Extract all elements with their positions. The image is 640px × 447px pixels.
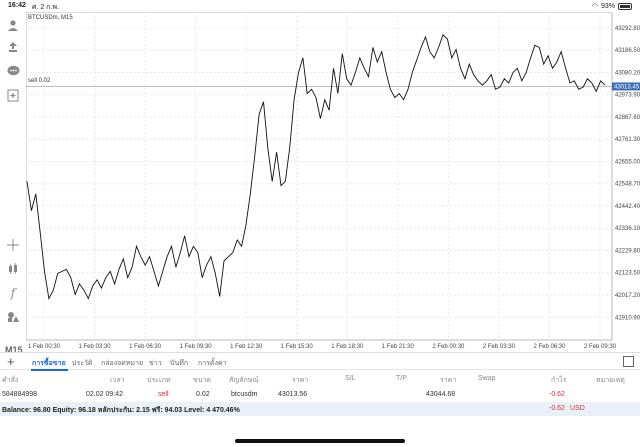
crosshair-icon[interactable] [6,238,20,252]
balance-summary: Balance: 96.80 Equity: 96.18 หลักประกัน:… [2,407,240,414]
y-tick-label: 42017.20 [615,293,640,299]
timeframe-button[interactable]: M15 [5,345,23,355]
x-tick-label: 2 Feb 09:30 [584,344,617,350]
header-type: ประเภท [147,377,171,384]
x-tick-label: 1 Feb 18:30 [331,344,364,350]
row-order: 584884998 [2,391,38,398]
header-swap: Swap [478,375,496,382]
tab-mailbox[interactable]: กล่องจดหมาย [101,360,144,367]
chart-symbol: BTCUSDm, M15 [28,15,73,21]
header-sl: S/L [345,375,356,382]
y-tick-label: 42973.90 [615,93,640,99]
balance-profit: -0.62 [549,405,565,412]
header-profit: กำไร [551,377,567,384]
header-time: เวลา [110,377,125,384]
new-order-icon[interactable] [6,88,20,102]
active-tab-indicator [31,369,68,371]
tab-journal[interactable]: บันทึก [170,360,189,367]
row-time: 02.02 09:42 [86,391,123,398]
x-tick-label: 2 Feb 06:30 [533,344,566,350]
x-tick-label: 1 Feb 00:30 [28,344,61,350]
objects-icon[interactable] [6,310,20,324]
x-tick-label: 1 Feb 06:30 [129,344,162,350]
x-axis: 1 Feb 00:30 1 Feb 03:30 1 Feb 06:30 1 Feb 0… [28,344,617,350]
row-open-price: 43013.56 [278,391,308,398]
price-chart[interactable]: 43292.80 43186.50 43080.20 42973.90 42867.60… [26,12,640,352]
tab-history[interactable]: ประวัติ [72,360,93,367]
battery-percent: 93% [600,2,615,10]
y-tick-label: 41910.90 [615,315,640,321]
tab-trade[interactable]: การซื้อขาย [32,360,66,367]
header-current-price: ราคา [440,377,457,384]
row-current-price: 43044.68 [426,391,456,398]
y-tick-label: 43186.50 [615,48,640,54]
header-order: คำสั่ง [2,377,19,384]
chat-icon[interactable] [6,64,20,78]
layout-icon[interactable] [623,356,634,367]
y-tick-label: 42761.30 [615,137,640,143]
battery-icon [618,2,632,10]
row-profit: -0.62 [549,391,565,398]
trade-arrows-icon[interactable] [6,40,20,54]
header-symbol: สัญลักษณ์ [229,377,259,384]
status-date: ศ. 2 ก.พ. [32,4,59,11]
balance-currency: USD [570,405,585,412]
status-right: ◠ 93% [592,2,632,10]
y-tick-label: 42867.60 [615,115,640,121]
y-tick-label: 42229.80 [615,248,640,254]
y-tick-label: 42123.50 [615,271,640,277]
tab-news[interactable]: ข่าว [149,360,162,367]
row-type: sell [158,391,169,398]
header-tp: T/P [396,375,407,382]
x-tick-label: 1 Feb 09:30 [180,344,213,350]
add-icon[interactable]: + [7,354,15,369]
position-label: sell 0.02 [28,78,51,85]
x-tick-label: 1 Feb 15:30 [281,344,314,350]
y-axis: 43292.80 43186.50 43080.20 42973.90 42867.60… [615,26,640,321]
y-tick-label: 43292.80 [615,26,640,32]
tab-settings[interactable]: การตั้งค่า [198,360,227,367]
current-price-label: 43013.45 [614,84,640,90]
x-tick-label: 1 Feb 03:30 [79,344,112,350]
row-symbol: btcusdm [231,391,258,398]
x-tick-label: 1 Feb 12:30 [230,344,263,350]
chart-canvas[interactable]: 43292.80 43186.50 43080.20 42973.90 42867.60… [26,12,640,352]
function-icon[interactable]: f [10,286,16,300]
x-tick-label: 1 Feb 21:30 [382,344,415,350]
row-volume: 0.02 [196,391,210,398]
indicators-icon[interactable] [6,262,20,276]
left-toolbar: f M15 [0,12,26,355]
balance-bar: Balance: 96.80 Equity: 96.18 หลักประกัน:… [0,402,640,416]
price-series-line [26,33,606,301]
account-icon[interactable] [6,18,20,32]
y-tick-label: 43080.20 [615,70,640,76]
x-tick-label: 2 Feb 03:30 [483,344,516,350]
wifi-icon: ◠ [591,3,598,10]
y-tick-label: 42336.10 [615,226,640,232]
header-price: ราคา [292,377,309,384]
status-time: 16:42 [8,2,26,9]
chart-grid [26,12,612,340]
x-tick-label: 2 Feb 00:30 [432,344,465,350]
header-comment: หมายเหตุ [596,377,625,384]
y-tick-label: 42442.40 [615,204,640,210]
current-price-tag [612,82,640,91]
home-indicator [235,439,405,443]
y-tick-label: 42655.00 [615,159,640,165]
status-bar: 16:42 ศ. 2 ก.พ. ◠ 93% [0,0,640,12]
header-volume: ขนาด [193,377,212,384]
y-tick-label: 42548.70 [615,182,640,188]
terminal-tabs: + การซื้อขาย ประวัติ กล่องจดหมาย ข่าว บั… [0,352,640,371]
chart-frame [26,12,613,341]
